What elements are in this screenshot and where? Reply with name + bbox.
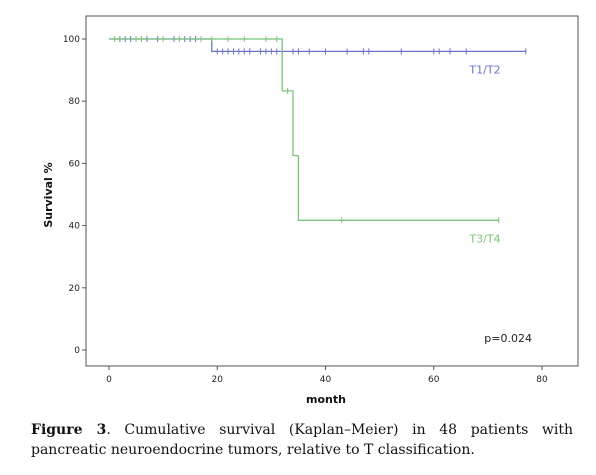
- series-label-t1-t2: T1/T2: [468, 63, 500, 76]
- y-tick-label: 20: [69, 284, 81, 294]
- caption-text: . Cumulative survival (Kaplan–Meier) in …: [31, 422, 573, 458]
- series-line-t3-t4: [109, 38, 499, 221]
- figure-caption: Figure 3. Cumulative survival (Kaplan–Me…: [31, 420, 573, 460]
- chart-marks: T1/T2 T3/T4: [109, 36, 527, 245]
- y-tick-label: 0: [74, 346, 80, 356]
- y-tick-label: 100: [63, 35, 80, 45]
- axes: 0 20 40 60 80 100 0 20 40 60 80: [63, 15, 579, 385]
- x-tick-label: 60: [428, 375, 440, 385]
- x-tick-label: 20: [212, 375, 224, 385]
- y-tick-label: 80: [69, 97, 81, 107]
- y-tick-label: 60: [69, 159, 81, 169]
- plot-frame: [85, 15, 579, 367]
- x-tick-label: 80: [536, 375, 548, 385]
- y-tick-label: 40: [69, 222, 81, 232]
- x-axis-title: month: [306, 393, 346, 406]
- p-value-annotation: p=0.024: [484, 332, 532, 345]
- y-axis-title: Survival %: [42, 162, 55, 227]
- series-label-t3-t4: T3/T4: [468, 232, 500, 245]
- x-tick-label: 40: [320, 375, 332, 385]
- x-tick-label: 0: [106, 375, 112, 385]
- caption-label: Figure 3: [31, 422, 107, 438]
- km-chart: 0 20 40 60 80 100 0 20 40 60 80 T1/T2 T3/T4 Surviva…: [42, 15, 579, 406]
- series-line-t1-t2: [109, 38, 526, 53]
